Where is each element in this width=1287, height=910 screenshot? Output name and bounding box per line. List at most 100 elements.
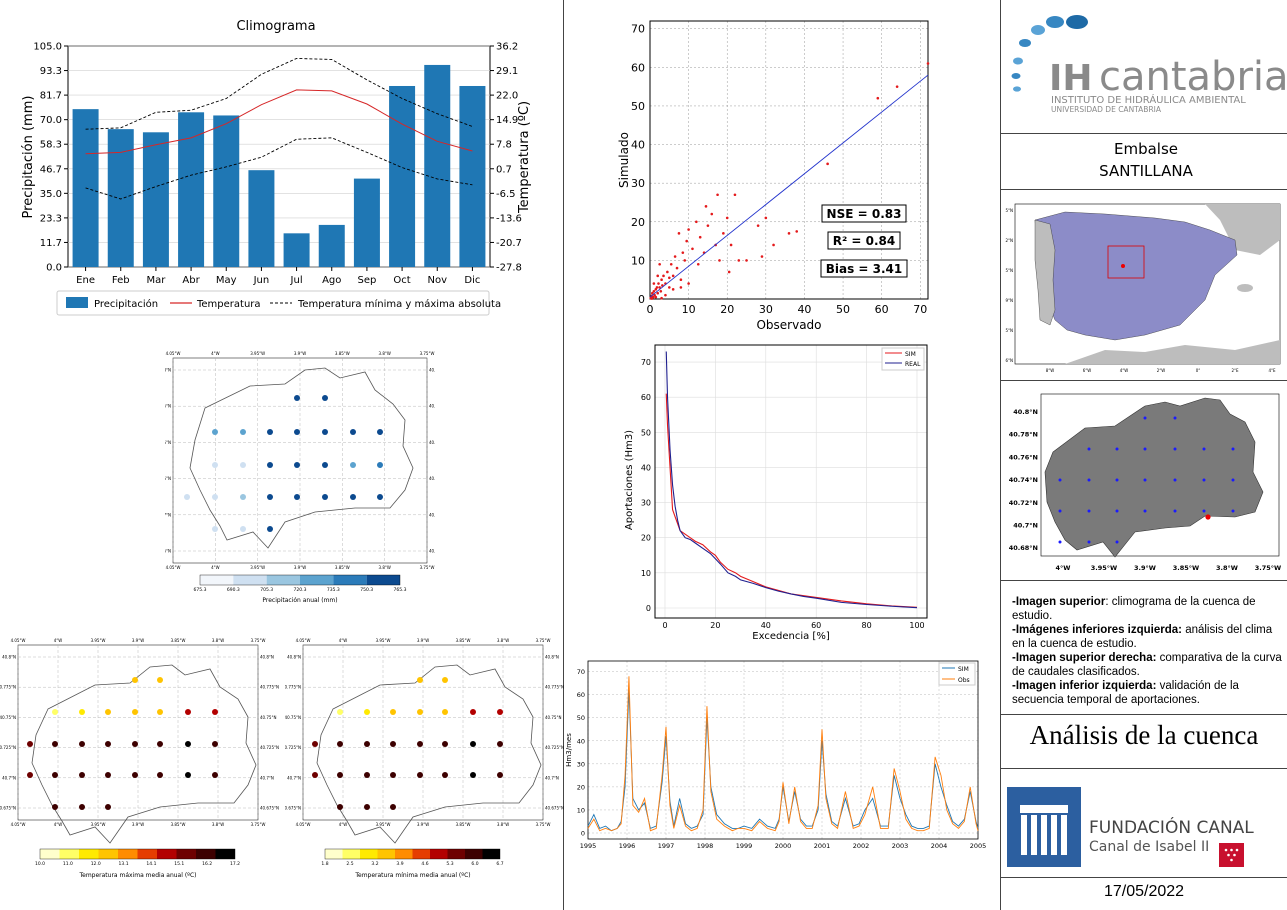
tmin-grid-dot: [470, 772, 476, 778]
climogram-right-ylabel: Temperatura (ºC): [517, 101, 532, 214]
tmin-lon-label-top: 3.9°W: [417, 638, 429, 643]
basin-grid-dot: [1173, 416, 1177, 420]
sidebar-divider-6: [1001, 768, 1287, 769]
scatter-point: [706, 224, 710, 227]
tmax-lat-label-right: 40.8°N: [260, 655, 274, 660]
tmin-grid-dot: [442, 677, 448, 683]
tmax-colorbar-tick-label: 12.0: [91, 861, 101, 867]
tmax-grid-dot: [105, 709, 111, 715]
scatter-point: [826, 162, 829, 166]
precip-grid-dot: [377, 462, 383, 468]
tmin-lon-label-top: 4.05°W: [296, 638, 311, 643]
basin-grid-dot: [1115, 447, 1119, 451]
scatter-point: [737, 259, 741, 262]
tmax-grid-dot: [27, 741, 33, 747]
scatter-point: [760, 255, 764, 258]
precip-colorbar-tick-label: 735.3: [327, 587, 340, 593]
fdc-x-tick-label: 80: [862, 621, 872, 630]
tmax-basin-outline: [31, 664, 257, 844]
precip-grid-dot: [267, 526, 273, 532]
scatter-point: [727, 270, 731, 274]
scatter-point: [698, 235, 702, 239]
scatter-y-tick-label: 70: [631, 23, 645, 36]
ihcantabria-logo: IH cantabria INSTITUTO DE HIDRÁULICA AMB…: [1011, 15, 1285, 114]
legend-minmax-label: Temperatura mínima y máxima absoluta: [297, 298, 501, 310]
tmin-lat-label-left: 40.725°N: [285, 745, 301, 750]
scatter-point: [704, 205, 708, 208]
tmax-grid-dot: [105, 772, 111, 778]
precip-lat-label-right: 40.675°N: [429, 549, 435, 554]
scatter-point: [679, 286, 683, 289]
climogram-bar: [283, 233, 310, 267]
tmax-lon-label-bottom: 3.8°W: [212, 822, 224, 827]
climogram-right-tick-label: 22.0: [496, 91, 518, 102]
tmax-lon-label-top: 3.9°W: [132, 638, 144, 643]
scatter-point: [876, 96, 880, 100]
basin-grid-dot: [1231, 509, 1235, 513]
scatter-point: [725, 216, 729, 220]
fdc-line-sim: [665, 393, 918, 608]
logo-sub1: INSTITUTO DE HIDRÁULICA AMBIENTAL: [1051, 93, 1246, 106]
climogram-x-tick-label: Sep: [357, 275, 376, 286]
scatter-point: [653, 293, 656, 297]
basin-grid-dot: [1202, 509, 1206, 513]
tmax-grid-dot: [185, 709, 191, 715]
tmax-grid-dot: [52, 709, 58, 715]
description-text: -Imagen superior: climograma de la cuenc…: [1012, 595, 1282, 707]
climogram-x-tick-label: Oct: [393, 275, 410, 286]
scatter-point: [718, 259, 721, 262]
fundacion-canal-logo: FUNDACIÓN CANAL Canal de Isabel II: [1007, 787, 1254, 867]
iberia-lon-label: 0°: [1196, 368, 1201, 373]
iberia-lat-label: 43.5°N: [1005, 208, 1013, 213]
scatter-point: [716, 193, 719, 197]
scatter-plot-frame: [649, 20, 929, 300]
scatter-point: [677, 232, 681, 235]
tmax-lat-label-left: 40.7°N: [2, 775, 16, 780]
tmin-colorbar-label: Temperatura mínima media anual (ºC): [354, 872, 470, 879]
scatter-point: [696, 262, 700, 266]
tmin-lon-label-bottom: 3.75°W: [536, 822, 551, 827]
basin-lon-label: 3.95°W: [1091, 564, 1117, 572]
scatter-x-tick-label: 70: [913, 303, 927, 316]
scatter-point: [650, 297, 654, 300]
embalse-name: SANTILLANA: [1099, 162, 1193, 180]
scatter-point: [657, 282, 660, 285]
fdc-y-tick-label: 70: [641, 358, 651, 367]
logo-ih: IH: [1049, 58, 1093, 99]
basin-grid-dot: [1115, 509, 1119, 513]
precip-grid-dot: [212, 494, 218, 500]
precip-colorbar-segment: [233, 575, 267, 585]
tmin-lon-label-bottom: 4.05°W: [296, 822, 311, 827]
scatter-point: [691, 247, 694, 251]
precip-lat-label-right: 40.775°N: [429, 404, 435, 409]
precip-colorbar-tick-label: 750.3: [360, 587, 373, 593]
scatter-point: [745, 259, 748, 262]
precip-lon-label-bottom: 3.95°W: [250, 565, 265, 570]
scatter-x-tick-label: 10: [682, 303, 696, 316]
climogram-title: Climograma: [236, 19, 315, 34]
tmax-grid-dot: [157, 677, 163, 683]
precip-lat-label-left: 40.725°N: [165, 476, 171, 481]
fdc-y-tick-label: 20: [641, 534, 651, 543]
basin-lat-label: 40.8°N: [1013, 408, 1038, 416]
sidebar-divider-3: [1001, 380, 1287, 381]
tmin-colorbar-frame: [324, 848, 501, 860]
tmin-colorbar-segment: [360, 849, 378, 859]
iberia-location-map: 8°W 6°W 4°W 2°W 0° 2°E 4°E 43.5°N 42°N 40.5°N 39°N…: [1005, 203, 1281, 373]
fdc-plot-frame: [654, 344, 928, 619]
tmax-lon-label-bottom: 3.95°W: [91, 822, 106, 827]
scatter-y-tick-label: 0: [638, 293, 645, 306]
tmin-grid-dot: [337, 709, 343, 715]
ts-y-tick-label: 50: [577, 714, 585, 722]
tmax-colorbar-segment: [157, 849, 177, 859]
climogram-right-tick-label: -20.7: [496, 238, 522, 249]
scatter-point: [669, 262, 673, 266]
precip-lon-label-bottom: 3.9°W: [294, 565, 306, 570]
climogram-x-tick-label: Mar: [146, 275, 166, 286]
iberia-lat-label: 39°N: [1005, 298, 1013, 303]
scatter-point: [710, 212, 714, 216]
tmax-grid-dot: [52, 772, 58, 778]
tmin-grid-dot: [390, 772, 396, 778]
tmax-grid-dot: [79, 772, 85, 778]
nse-box: [821, 204, 907, 223]
